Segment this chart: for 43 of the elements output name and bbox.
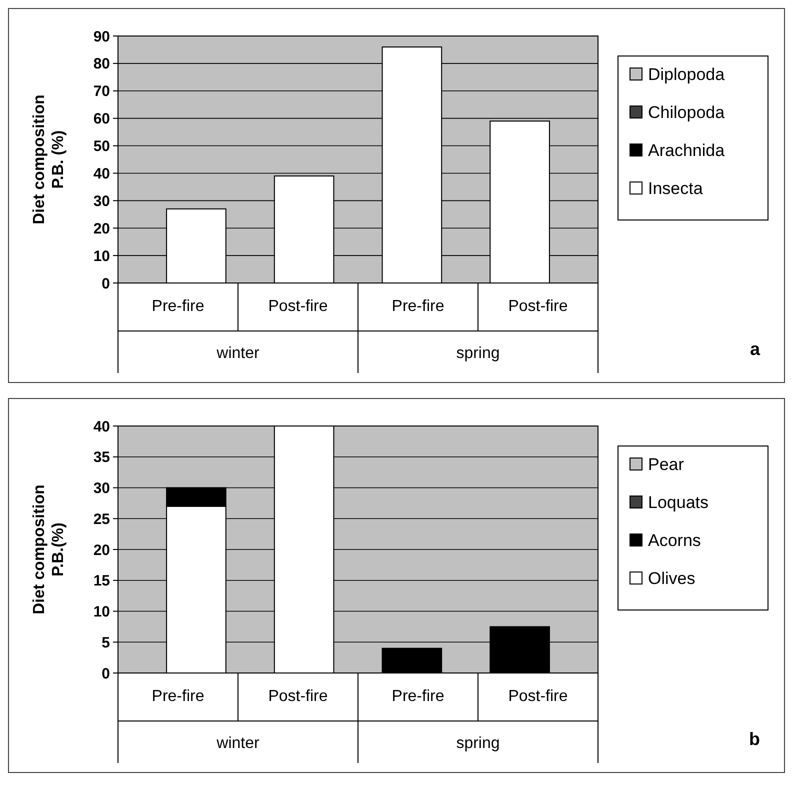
legend-label: Diplopoda (648, 64, 726, 84)
x-tick-label: Pre-fire (392, 688, 444, 705)
y-tick-label: 50 (93, 138, 110, 156)
y-tick-label: 0 (102, 665, 110, 682)
y-tick-label: 30 (93, 480, 110, 497)
y-tick-label: 60 (93, 110, 110, 128)
x-tick-label: Post-fire (268, 298, 328, 315)
y-tick-label: 10 (93, 248, 110, 265)
y-tick-label: 80 (93, 56, 110, 73)
x-tick-label: Post-fire (508, 688, 568, 705)
y-tick-label: 0 (102, 275, 110, 292)
y-tick-label: 25 (93, 510, 110, 528)
y-tick-label: 40 (93, 418, 110, 436)
text: a (750, 339, 761, 359)
x-tick-label: Pre-fire (152, 298, 204, 315)
y-tick-label: 30 (93, 192, 110, 210)
x-tick-label: Post-fire (268, 688, 328, 705)
text: b (749, 729, 760, 749)
y-tick-label: 10 (93, 604, 110, 620)
y-axis-title: Diet composition P.B. (%) (31, 94, 68, 224)
x-tick-label: Pre-fire (392, 298, 444, 315)
x-tick-label: Post-fire (508, 298, 568, 315)
y-tick-label: 40 (93, 165, 110, 182)
y-tick-label: 20 (93, 542, 110, 559)
text: winter (216, 735, 260, 752)
y-tick-label: 90 (93, 28, 110, 46)
legend-label: Pear (648, 454, 684, 474)
y-tick-label: 15 (93, 572, 110, 590)
y-tick-label: 35 (93, 449, 110, 466)
x-tick-label: Pre-fire (152, 688, 204, 705)
legend-label: Loquats (648, 492, 708, 512)
legend-label: Arachnida (648, 140, 726, 160)
y-tick-label: 5 (102, 634, 110, 652)
text: winter (216, 345, 260, 362)
legend-label: Olives (648, 568, 696, 588)
legend-label: Chilopoda (648, 102, 726, 122)
text: spring (456, 735, 500, 752)
y-tick-label: 70 (93, 83, 110, 100)
legend-label: Acorns (648, 530, 701, 550)
y-axis-title: Diet composition P.B.(%) (31, 484, 68, 614)
y-tick-label: 20 (93, 220, 110, 238)
text: spring (456, 345, 500, 362)
legend-label: Insecta (648, 178, 704, 198)
